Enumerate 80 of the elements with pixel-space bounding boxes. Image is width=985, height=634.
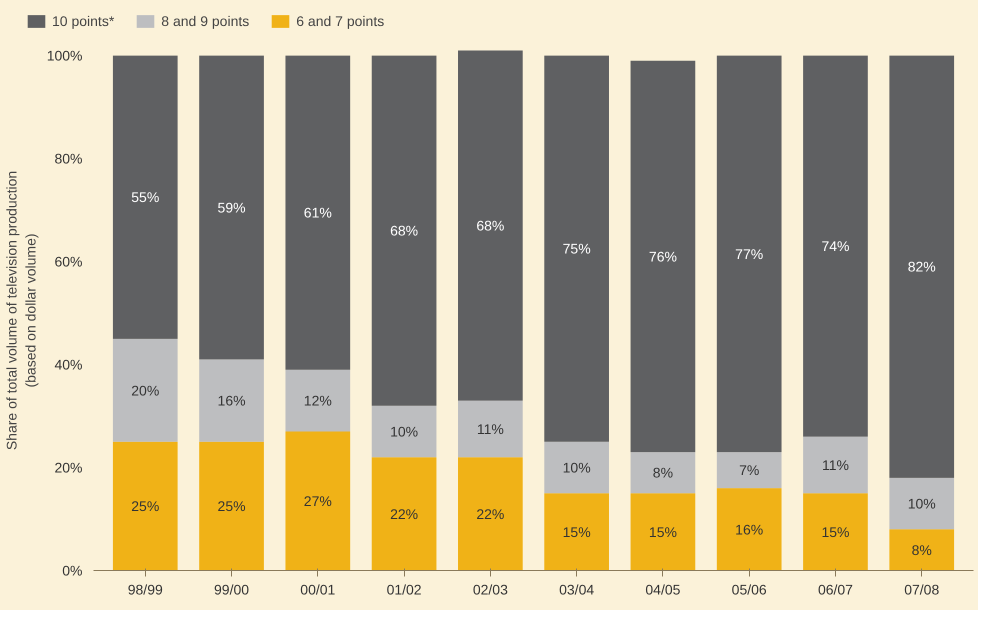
y-tick-label: 0% xyxy=(62,562,82,578)
y-tick-label: 40% xyxy=(54,356,83,373)
data-label: 11% xyxy=(476,420,504,437)
bar xyxy=(630,493,696,570)
data-label: 25% xyxy=(131,498,160,514)
bar xyxy=(803,493,868,570)
bar xyxy=(458,50,523,401)
bar xyxy=(544,493,609,570)
bar xyxy=(199,442,264,570)
legend-label: 10 points* xyxy=(52,13,114,29)
bar xyxy=(889,56,954,478)
data-label: 7% xyxy=(739,462,760,478)
data-label: 68% xyxy=(390,222,418,239)
x-tick-label: 98/99 xyxy=(128,582,163,598)
x-tick-label: 00/01 xyxy=(300,582,336,598)
legend-label: 8 and 9 points xyxy=(161,13,250,29)
data-label: 68% xyxy=(476,218,504,234)
data-label: 16% xyxy=(735,521,764,538)
bar xyxy=(630,60,696,452)
bar xyxy=(716,488,782,570)
bar xyxy=(285,370,350,432)
bar xyxy=(716,56,782,452)
data-label: 27% xyxy=(304,492,332,509)
data-label: 10% xyxy=(390,423,418,440)
bar xyxy=(285,56,350,370)
bar xyxy=(199,56,264,360)
data-label: 74% xyxy=(821,238,850,254)
bar xyxy=(112,338,178,442)
bar xyxy=(889,478,954,530)
y-tick-label: 20% xyxy=(54,460,83,476)
bar xyxy=(803,436,868,494)
y-tick-label: 60% xyxy=(54,254,83,270)
bar xyxy=(112,442,178,570)
y-tick-label: 100% xyxy=(46,48,83,64)
x-tick-label: 07/08 xyxy=(904,582,940,598)
bar xyxy=(803,56,868,437)
data-label: 75% xyxy=(562,240,591,257)
data-label: 12% xyxy=(304,392,332,409)
bar xyxy=(372,406,436,458)
x-tick-label: 01/02 xyxy=(386,582,422,598)
bar xyxy=(630,452,696,494)
bar xyxy=(889,529,954,570)
data-label: 16% xyxy=(218,392,246,409)
data-label: 22% xyxy=(390,506,418,522)
data-label: 76% xyxy=(648,248,677,264)
data-label: 25% xyxy=(218,498,246,514)
data-label: 15% xyxy=(562,524,591,540)
bar xyxy=(458,400,523,458)
data-label: 8% xyxy=(912,542,932,558)
x-tick-label: 03/04 xyxy=(559,582,594,598)
bar xyxy=(544,56,609,442)
data-label: 20% xyxy=(131,382,160,398)
data-label: 77% xyxy=(735,246,764,262)
data-label: 59% xyxy=(218,200,246,216)
data-label: 61% xyxy=(304,204,332,221)
bar xyxy=(458,457,523,570)
bar xyxy=(372,56,436,406)
data-label: 15% xyxy=(821,524,850,540)
x-tick-label: 02/03 xyxy=(472,582,508,598)
x-tick-label: 99/00 xyxy=(214,582,250,598)
x-tick-label: 04/05 xyxy=(645,582,681,598)
bar xyxy=(716,452,782,488)
legend-label: 6 and 7 points xyxy=(296,13,384,29)
bar xyxy=(372,457,436,570)
x-tick-label: 05/06 xyxy=(732,582,767,598)
bar xyxy=(544,442,609,494)
data-label: 11% xyxy=(822,456,849,473)
data-label: 10% xyxy=(562,460,591,476)
bar xyxy=(112,56,178,339)
x-tick-label: 06/07 xyxy=(818,582,854,598)
y-tick-label: 80% xyxy=(54,150,83,167)
data-label: 55% xyxy=(131,189,160,206)
data-label: 15% xyxy=(648,524,677,540)
bar xyxy=(199,359,264,442)
data-label: 82% xyxy=(908,258,936,275)
data-label: 8% xyxy=(652,464,674,481)
y-axis-title: Share of total volume of television production (based on dollar volume) xyxy=(3,170,39,450)
bar xyxy=(285,431,350,570)
data-label: 10% xyxy=(908,496,936,512)
data-label: 22% xyxy=(476,506,504,522)
